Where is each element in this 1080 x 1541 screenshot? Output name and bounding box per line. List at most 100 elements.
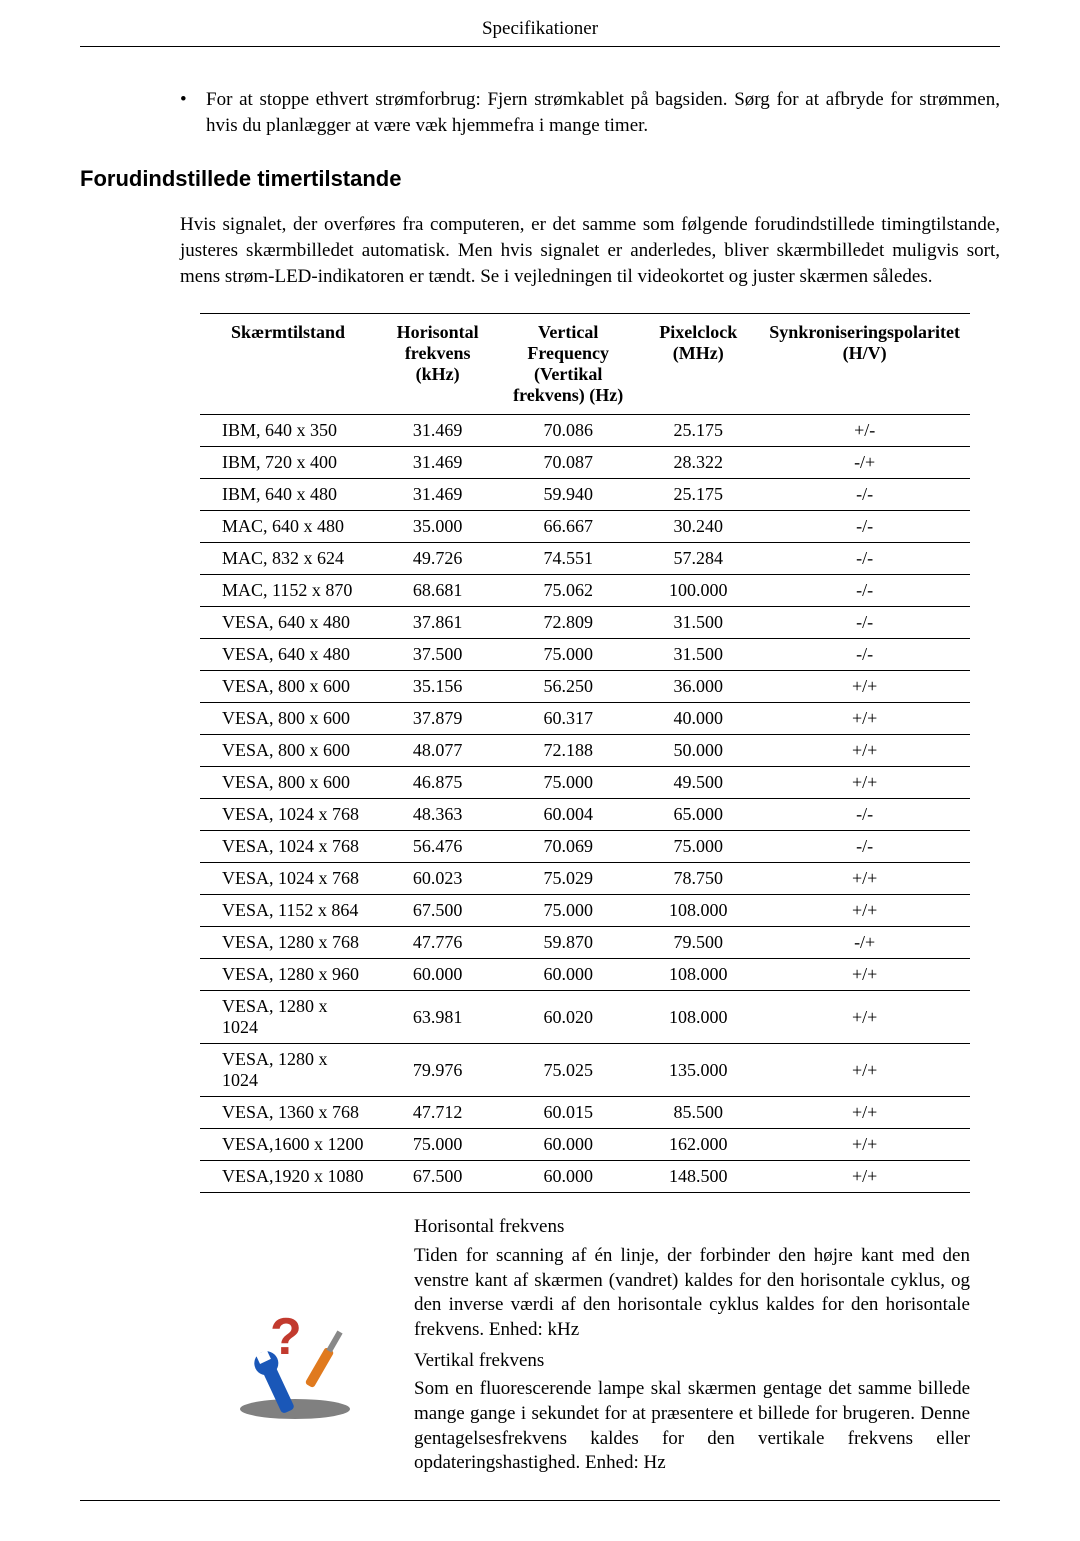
table-cell: -/- xyxy=(759,511,970,543)
table-cell: 79.976 xyxy=(376,1044,499,1097)
table-cell: VESA, 1280 x 1024 xyxy=(200,991,376,1044)
table-cell: 37.861 xyxy=(376,607,499,639)
footer-block: ? Horisontal frekvens Tiden for scanning… xyxy=(200,1215,970,1482)
table-cell: 63.981 xyxy=(376,991,499,1044)
table-row: VESA, 800 x 60046.87575.00049.500+/+ xyxy=(200,767,970,799)
table-cell: 60.000 xyxy=(499,1129,637,1161)
table-cell: 35.156 xyxy=(376,671,499,703)
table-cell: -/- xyxy=(759,607,970,639)
table-cell: 47.776 xyxy=(376,927,499,959)
table-cell: MAC, 832 x 624 xyxy=(200,543,376,575)
horizontal-freq-title: Horisontal frekvens xyxy=(414,1215,970,1240)
table-cell: +/+ xyxy=(759,895,970,927)
page-header-title: Specifikationer xyxy=(80,18,1000,47)
table-cell: 60.317 xyxy=(499,703,637,735)
table-cell: 56.250 xyxy=(499,671,637,703)
table-cell: +/+ xyxy=(759,991,970,1044)
table-cell: 60.004 xyxy=(499,799,637,831)
table-row: MAC, 1152 x 87068.68175.062100.000-/- xyxy=(200,575,970,607)
table-cell: 75.000 xyxy=(499,639,637,671)
table-cell: +/+ xyxy=(759,1129,970,1161)
table-cell: +/- xyxy=(759,415,970,447)
table-cell: 85.500 xyxy=(637,1097,759,1129)
table-row: VESA, 1024 x 76856.47670.06975.000-/- xyxy=(200,831,970,863)
table-cell: 31.500 xyxy=(637,639,759,671)
table-cell: -/+ xyxy=(759,447,970,479)
table-cell: +/+ xyxy=(759,1044,970,1097)
table-row: IBM, 720 x 40031.46970.08728.322-/+ xyxy=(200,447,970,479)
table-row: VESA, 640 x 48037.86172.80931.500-/- xyxy=(200,607,970,639)
table-row: VESA,1920 x 108067.50060.000148.500+/+ xyxy=(200,1161,970,1193)
table-cell: 72.809 xyxy=(499,607,637,639)
table-cell: 70.086 xyxy=(499,415,637,447)
table-cell: +/+ xyxy=(759,671,970,703)
table-cell: IBM, 640 x 480 xyxy=(200,479,376,511)
table-cell: 46.875 xyxy=(376,767,499,799)
table-cell: VESA, 800 x 600 xyxy=(200,735,376,767)
table-cell: 66.667 xyxy=(499,511,637,543)
table-cell: MAC, 1152 x 870 xyxy=(200,575,376,607)
table-cell: 72.188 xyxy=(499,735,637,767)
bullet-marker: • xyxy=(180,87,206,138)
table-cell: 75.025 xyxy=(499,1044,637,1097)
table-row: VESA, 1280 x 102463.98160.020108.000+/+ xyxy=(200,991,970,1044)
vertical-freq-text: Som en fluorescerende lampe skal skærmen… xyxy=(414,1377,970,1476)
table-cell: 57.284 xyxy=(637,543,759,575)
horizontal-freq-text: Tiden for scanning af én linje, der forb… xyxy=(414,1244,970,1343)
table-cell: +/+ xyxy=(759,703,970,735)
table-cell: 59.940 xyxy=(499,479,637,511)
table-cell: 60.000 xyxy=(376,959,499,991)
table-cell: +/+ xyxy=(759,767,970,799)
table-cell: VESA, 1024 x 768 xyxy=(200,863,376,895)
table-row: IBM, 640 x 35031.46970.08625.175+/- xyxy=(200,415,970,447)
table-cell: -/- xyxy=(759,543,970,575)
page-bottom-rule xyxy=(80,1500,1000,1501)
section-heading: Forudindstillede timertilstande xyxy=(80,166,1000,192)
table-row: VESA, 800 x 60037.87960.31740.000+/+ xyxy=(200,703,970,735)
timing-table: SkærmtilstandHorisontal frekvens (kHz)Ve… xyxy=(200,313,970,1193)
table-row: MAC, 832 x 62449.72674.55157.284-/- xyxy=(200,543,970,575)
table-cell: 49.500 xyxy=(637,767,759,799)
table-cell: VESA, 1152 x 864 xyxy=(200,895,376,927)
table-cell: 108.000 xyxy=(637,991,759,1044)
table-cell: 67.500 xyxy=(376,895,499,927)
table-cell: 47.712 xyxy=(376,1097,499,1129)
table-cell: 100.000 xyxy=(637,575,759,607)
table-cell: -/- xyxy=(759,799,970,831)
table-cell: IBM, 720 x 400 xyxy=(200,447,376,479)
table-cell: 108.000 xyxy=(637,959,759,991)
table-cell: VESA, 640 x 480 xyxy=(200,639,376,671)
table-row: VESA, 1280 x 76847.77659.87079.500-/+ xyxy=(200,927,970,959)
table-cell: 75.000 xyxy=(376,1129,499,1161)
bullet-item: • For at stoppe ethvert strømforbrug: Fj… xyxy=(180,87,1000,138)
table-header-cell: Synkroniseringspolaritet (H/V) xyxy=(759,314,970,415)
page: Specifikationer • For at stoppe ethvert … xyxy=(0,0,1080,1541)
table-cell: 48.363 xyxy=(376,799,499,831)
table-cell: +/+ xyxy=(759,1097,970,1129)
table-row: VESA, 1280 x 96060.00060.000108.000+/+ xyxy=(200,959,970,991)
table-header-row: SkærmtilstandHorisontal frekvens (kHz)Ve… xyxy=(200,314,970,415)
table-row: VESA, 800 x 60035.15656.25036.000+/+ xyxy=(200,671,970,703)
table-cell: 79.500 xyxy=(637,927,759,959)
table-cell: +/+ xyxy=(759,863,970,895)
table-cell: 37.500 xyxy=(376,639,499,671)
table-cell: 25.175 xyxy=(637,479,759,511)
table-cell: 75.062 xyxy=(499,575,637,607)
table-cell: 68.681 xyxy=(376,575,499,607)
table-cell: 40.000 xyxy=(637,703,759,735)
table-cell: VESA, 1280 x 1024 xyxy=(200,1044,376,1097)
table-cell: 60.020 xyxy=(499,991,637,1044)
table-cell: 36.000 xyxy=(637,671,759,703)
table-cell: 60.000 xyxy=(499,1161,637,1193)
table-row: VESA, 640 x 48037.50075.00031.500-/- xyxy=(200,639,970,671)
table-cell: VESA, 640 x 480 xyxy=(200,607,376,639)
vertical-freq-title: Vertikal frekvens xyxy=(414,1349,970,1374)
table-cell: VESA,1600 x 1200 xyxy=(200,1129,376,1161)
table-cell: 75.000 xyxy=(499,895,637,927)
table-cell: -/- xyxy=(759,639,970,671)
table-header-cell: Skærmtilstand xyxy=(200,314,376,415)
table-cell: VESA, 1360 x 768 xyxy=(200,1097,376,1129)
table-cell: 60.000 xyxy=(499,959,637,991)
table-row: VESA, 1280 x 102479.97675.025135.000+/+ xyxy=(200,1044,970,1097)
table-cell: 56.476 xyxy=(376,831,499,863)
